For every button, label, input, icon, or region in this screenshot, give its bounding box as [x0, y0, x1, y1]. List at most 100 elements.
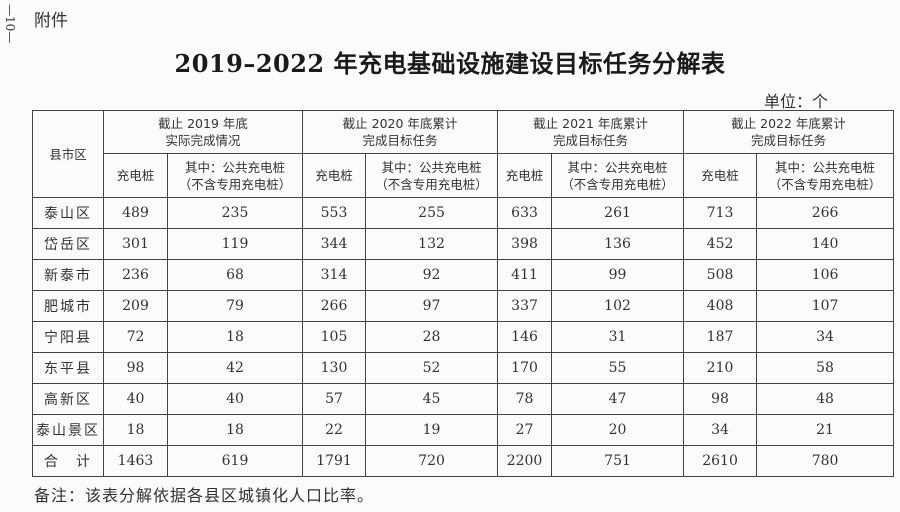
cell-charging-piles: 2200 — [497, 445, 553, 477]
cell-public-piles: 19 — [365, 414, 499, 446]
cell-public-piles: 20 — [551, 414, 685, 446]
cell-public-piles: 136 — [551, 228, 685, 260]
cell-public-piles: 52 — [365, 352, 499, 384]
cell-charging-piles: 40 — [103, 383, 168, 415]
cell-charging-piles: 489 — [103, 197, 168, 229]
cell-public-piles: 55 — [551, 352, 685, 384]
cell-public-piles: 102 — [551, 290, 685, 322]
cell-public-piles: 28 — [365, 321, 499, 353]
cell-charging-piles: 411 — [497, 259, 553, 291]
cell-public-piles: 99 — [551, 259, 685, 291]
cell-charging-piles: 553 — [302, 197, 367, 229]
cell-charging-piles: 105 — [302, 321, 367, 353]
region-name: 东平县 — [32, 352, 104, 384]
cell-public-piles: 140 — [756, 228, 895, 260]
cell-charging-piles: 57 — [302, 383, 367, 415]
cell-public-piles: 92 — [365, 259, 499, 291]
page-number: —10— — [3, 4, 17, 44]
footnote: 备注：该表分解依据各县区城镇化人口比率。 — [34, 486, 375, 505]
cell-public-piles: 107 — [756, 290, 895, 322]
subheader-charging-piles: 充电桩 — [683, 153, 758, 198]
cell-charging-piles: 146 — [497, 321, 553, 353]
region-name: 高新区 — [32, 383, 104, 415]
target-table: 县市区 截止 2019 年底 实际完成情况 截止 2020 年底累计 完成目标任务 … — [32, 110, 895, 477]
cell-charging-piles: 508 — [683, 259, 758, 291]
cell-public-piles: 255 — [365, 197, 499, 229]
cell-public-piles: 119 — [166, 228, 304, 260]
subheader-charging-piles: 充电桩 — [103, 153, 168, 198]
cell-charging-piles: 266 — [302, 290, 367, 322]
cell-charging-piles: 236 — [103, 259, 168, 291]
cell-public-piles: 45 — [365, 383, 499, 415]
cell-public-piles: 47 — [551, 383, 685, 415]
subheader-public-piles: 其中：公共充电桩 （不含专用充电桩） — [166, 153, 304, 198]
table-row: 高新区 40 40 57 45 78 47 98 48 — [32, 383, 895, 415]
cell-public-piles: 720 — [365, 445, 499, 477]
cell-public-piles: 106 — [756, 259, 895, 291]
cell-public-piles: 132 — [365, 228, 499, 260]
cell-charging-piles: 337 — [497, 290, 553, 322]
subheader-public-piles: 其中：公共充电桩 （不含专用充电桩） — [365, 153, 499, 198]
unit-label: 单位：个 — [764, 92, 829, 111]
cell-public-piles: 21 — [756, 414, 895, 446]
cell-public-piles: 18 — [166, 321, 304, 353]
region-name: 宁阳县 — [32, 321, 104, 353]
cell-public-piles: 42 — [166, 352, 304, 384]
subheader-charging-piles: 充电桩 — [302, 153, 367, 198]
cell-public-piles: 266 — [756, 197, 895, 229]
cell-charging-piles: 2610 — [683, 445, 758, 477]
group-header-2021: 截止 2021 年底累计 完成目标任务 — [497, 110, 685, 154]
region-name: 泰山区 — [32, 197, 104, 229]
group-header-2019: 截止 2019 年底 实际完成情况 — [102, 110, 304, 154]
cell-charging-piles: 633 — [497, 197, 553, 229]
cell-public-piles: 619 — [166, 445, 304, 477]
cell-charging-piles: 34 — [683, 414, 758, 446]
cell-charging-piles: 27 — [497, 414, 553, 446]
region-name: 肥城市 — [32, 290, 104, 322]
table-row: 泰山景区 18 18 22 19 27 20 34 21 — [32, 414, 895, 446]
region-name: 新泰市 — [32, 259, 104, 291]
cell-charging-piles: 78 — [497, 383, 553, 415]
cell-charging-piles: 314 — [302, 259, 367, 291]
cell-charging-piles: 170 — [497, 352, 553, 384]
cell-charging-piles: 187 — [683, 321, 758, 353]
cell-public-piles: 34 — [756, 321, 895, 353]
cell-public-piles: 79 — [166, 290, 304, 322]
attachment-label: 附件 — [34, 11, 68, 31]
subheader-public-piles: 其中：公共充电桩 （不含专用充电桩） — [756, 153, 895, 198]
cell-charging-piles: 72 — [103, 321, 168, 353]
cell-public-piles: 68 — [166, 259, 304, 291]
table-row: 合 计 1463 619 1791 720 2200 751 2610 780 — [32, 445, 895, 477]
cell-charging-piles: 452 — [683, 228, 758, 260]
subheader-charging-piles: 充电桩 — [497, 153, 553, 198]
cell-charging-piles: 210 — [683, 352, 758, 384]
cell-charging-piles: 18 — [103, 414, 168, 446]
cell-public-piles: 235 — [166, 197, 304, 229]
cell-public-piles: 261 — [551, 197, 685, 229]
group-header-2022: 截止 2022 年底累计 完成目标任务 — [683, 110, 895, 154]
table-row: 宁阳县 72 18 105 28 146 31 187 34 — [32, 321, 895, 353]
cell-public-piles: 40 — [166, 383, 304, 415]
cell-charging-piles: 301 — [103, 228, 168, 260]
cell-charging-piles: 398 — [497, 228, 553, 260]
cell-charging-piles: 1463 — [103, 445, 168, 477]
table-row: 岱岳区 301 119 344 132 398 136 452 140 — [32, 228, 895, 260]
cell-charging-piles: 22 — [302, 414, 367, 446]
cell-charging-piles: 408 — [683, 290, 758, 322]
cell-charging-piles: 209 — [103, 290, 168, 322]
table-row: 泰山区 489 235 553 255 633 261 713 266 — [32, 197, 895, 229]
region-header: 县市区 — [32, 110, 104, 198]
table-row: 新泰市 236 68 314 92 411 99 508 106 — [32, 259, 895, 291]
cell-public-piles: 97 — [365, 290, 499, 322]
region-name: 泰山景区 — [32, 414, 104, 446]
cell-charging-piles: 344 — [302, 228, 367, 260]
cell-public-piles: 48 — [756, 383, 895, 415]
cell-public-piles: 18 — [166, 414, 304, 446]
document-title: 2019–2022 年充电基础设施建设目标任务分解表 — [174, 49, 726, 78]
region-name: 岱岳区 — [32, 228, 104, 260]
table-row: 肥城市 209 79 266 97 337 102 408 107 — [32, 290, 895, 322]
cell-charging-piles: 98 — [103, 352, 168, 384]
region-name: 合 计 — [32, 445, 104, 477]
cell-charging-piles: 130 — [302, 352, 367, 384]
cell-public-piles: 780 — [756, 445, 895, 477]
